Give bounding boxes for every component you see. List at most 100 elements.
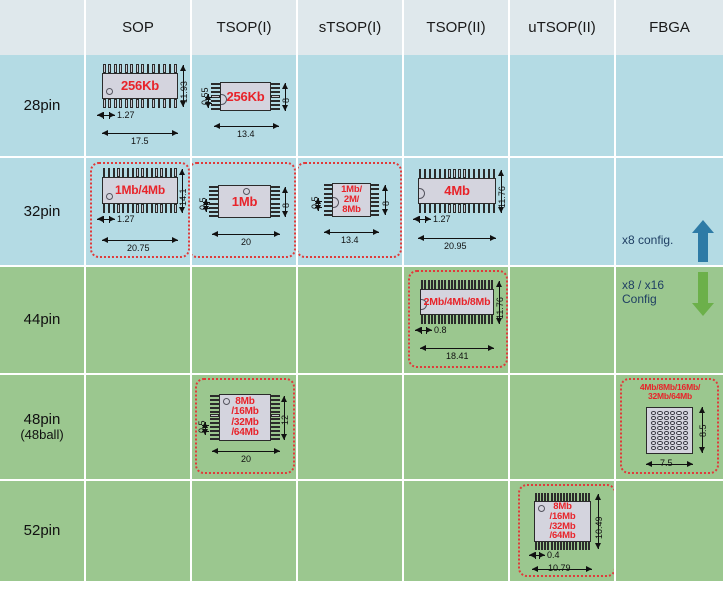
row-label-48pin-text: 48pin	[23, 410, 61, 428]
dimension-width-text: 20	[241, 237, 252, 247]
cell-32pin-sop: 1Mb/4Mb 14.1 1.27 20.75	[86, 158, 192, 267]
cell-44pin-sop	[86, 267, 192, 375]
pin-row-bottom-icon	[421, 315, 493, 324]
dimension-width-line	[102, 130, 178, 136]
pin1-notch-icon	[333, 197, 339, 208]
dimension-width-text: 20.75	[127, 243, 150, 253]
pin1-dot-icon	[538, 505, 545, 512]
pin-row-bottom-icon	[103, 99, 177, 108]
pin-col-right-icon	[371, 184, 379, 216]
cell-32pin-fbga: x8 config.	[616, 158, 723, 267]
cell-28pin-fbga	[616, 55, 723, 158]
pin-row-top-icon	[419, 169, 495, 178]
pin-col-right-icon	[271, 395, 280, 440]
highlight-box	[192, 162, 296, 258]
dimension-width-line	[212, 448, 280, 454]
dimension-height-line	[595, 494, 601, 549]
package-drawing-28pin-tsop1: 256Kb 8 0.55 13.4	[192, 55, 296, 156]
pin-col-left-icon	[210, 395, 219, 440]
cell-28pin-tsop1: 256Kb 8 0.55 13.4	[192, 55, 298, 158]
package-density-label: 8Mb /16Mb /32Mb /64Mb	[231, 396, 259, 438]
dimension-height-line	[282, 83, 288, 111]
dimension-height-text: 8.5	[698, 424, 708, 437]
cell-52pin-tsop1	[192, 481, 298, 583]
dimension-pitch-text: 0.5	[197, 420, 207, 433]
chip-body: 256Kb	[102, 73, 178, 99]
package-density-label: 1Mb/4Mb	[115, 183, 165, 198]
cell-52pin-stsop1	[298, 481, 404, 583]
row-label-48pin-sub: (48ball)	[20, 427, 64, 443]
pin-row-bottom-icon	[103, 204, 177, 213]
pin1-dot-icon	[106, 88, 113, 95]
column-header-tsop2: TSOP(II)	[404, 0, 510, 55]
dimension-width-line	[214, 123, 279, 129]
cell-52pin-tsop2	[404, 481, 510, 583]
dimension-pitch-text: 0.4	[547, 550, 560, 560]
column-header-fbga: FBGA	[616, 0, 723, 55]
dimension-width-text: 20.95	[444, 241, 467, 251]
package-density-label: 1Mb/ 2M/ 8Mb	[341, 184, 362, 215]
dimension-height-line	[498, 170, 504, 213]
chip-body: 256Kb	[220, 82, 271, 111]
cell-44pin-tsop1	[192, 267, 298, 375]
dimension-width-line	[532, 566, 592, 572]
legend-x8-config-text: x8 config.	[622, 232, 674, 247]
dimension-height-line	[281, 396, 287, 440]
pin-col-left-icon	[324, 184, 332, 216]
cell-28pin-utsop2	[510, 55, 616, 158]
dimension-pitch-text: 1.27	[117, 214, 135, 224]
chip-body: 2Mb/4Mb/8Mb	[420, 289, 494, 315]
cell-48pin-tsop2	[404, 375, 510, 481]
pin-col-left-icon	[211, 83, 220, 110]
cell-44pin-fbga: x8 / x16 Config	[616, 267, 723, 375]
column-header-tsop1: TSOP(I)	[192, 0, 298, 55]
legend-line1: x8 / x16	[622, 278, 665, 293]
dimension-height-line	[282, 187, 288, 217]
ball-grid-icon	[646, 407, 693, 454]
package-drawing-52pin-utsop2: 8Mb /16Mb /32Mb /64Mb 10.49 0.4 10.79	[510, 481, 614, 581]
table-corner-cell	[0, 0, 86, 55]
dimension-height-line	[496, 281, 502, 324]
package-density-label: 4Mb	[444, 183, 470, 199]
row-label-44pin-text: 44pin	[23, 311, 61, 329]
chip-body: 1Mb/ 2M/ 8Mb	[332, 183, 371, 217]
package-density-label: 4Mb/8Mb/16Mb/ 32Mb/64Mb	[639, 382, 701, 401]
arrow-up-icon	[692, 220, 714, 262]
cell-32pin-utsop2	[510, 158, 616, 267]
package-drawing-32pin-tsop1: 1Mb 8 0.5 20	[192, 158, 296, 265]
row-label-28pin: 28pin	[0, 55, 86, 158]
dimension-width-line	[418, 235, 496, 241]
pin-row-bottom-icon	[419, 204, 495, 213]
package-drawing-48ball-fbga: 4Mb/8Mb/16Mb/ 32Mb/64Mb 8.5 7.5	[616, 375, 723, 479]
dimension-pitch-text: 0.55	[200, 87, 210, 105]
dimension-pitch-text: 0.8	[434, 325, 447, 335]
cell-44pin-stsop1	[298, 267, 404, 375]
cell-48pin-stsop1	[298, 375, 404, 481]
dimension-width-line	[324, 229, 379, 235]
package-density-label: 256Kb	[226, 88, 265, 104]
pin-col-left-icon	[209, 186, 218, 217]
dimension-width-text: 7.5	[660, 458, 673, 468]
dimension-width-text: 18.41	[446, 351, 469, 361]
cell-52pin-utsop2: 8Mb /16Mb /32Mb /64Mb 10.49 0.4 10.79	[510, 481, 616, 583]
dimension-height-text: 8	[281, 97, 291, 103]
pin-row-top-icon	[103, 64, 177, 73]
highlight-box	[195, 378, 295, 474]
dimension-width-text: 20	[241, 454, 252, 464]
highlight-box	[90, 162, 190, 258]
legend-x8-x16-config-text: x8 / x16 Config	[616, 278, 665, 307]
chip-body: 4Mb	[418, 178, 496, 204]
chip-body: 1Mb/4Mb	[102, 177, 178, 204]
dimension-height-line	[179, 169, 185, 213]
cell-52pin-sop	[86, 481, 192, 583]
package-density-label: 8Mb /16Mb /32Mb /64Mb	[549, 501, 576, 542]
dimension-width-text: 10.79	[548, 563, 571, 573]
package-drawing-28pin-sop: 256Kb 11.93 1.27 17.5	[86, 55, 190, 156]
package-drawing-32pin-tsop2: 4Mb 11.76 1.27 20.95	[404, 158, 508, 265]
dimension-height-line	[180, 65, 186, 107]
package-density-label: 1Mb	[231, 193, 258, 209]
legend-x8-x16-config: x8 / x16 Config	[616, 269, 723, 317]
pin-row-top-icon	[421, 280, 493, 289]
highlight-box	[620, 378, 719, 474]
dimension-height-line	[699, 407, 705, 453]
